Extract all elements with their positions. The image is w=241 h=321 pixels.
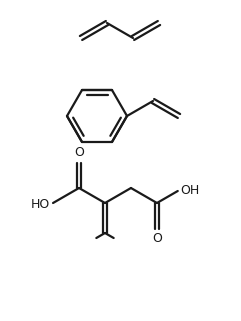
Text: O: O (74, 146, 84, 160)
Text: OH: OH (181, 184, 200, 196)
Text: O: O (152, 231, 162, 245)
Text: HO: HO (31, 197, 50, 211)
